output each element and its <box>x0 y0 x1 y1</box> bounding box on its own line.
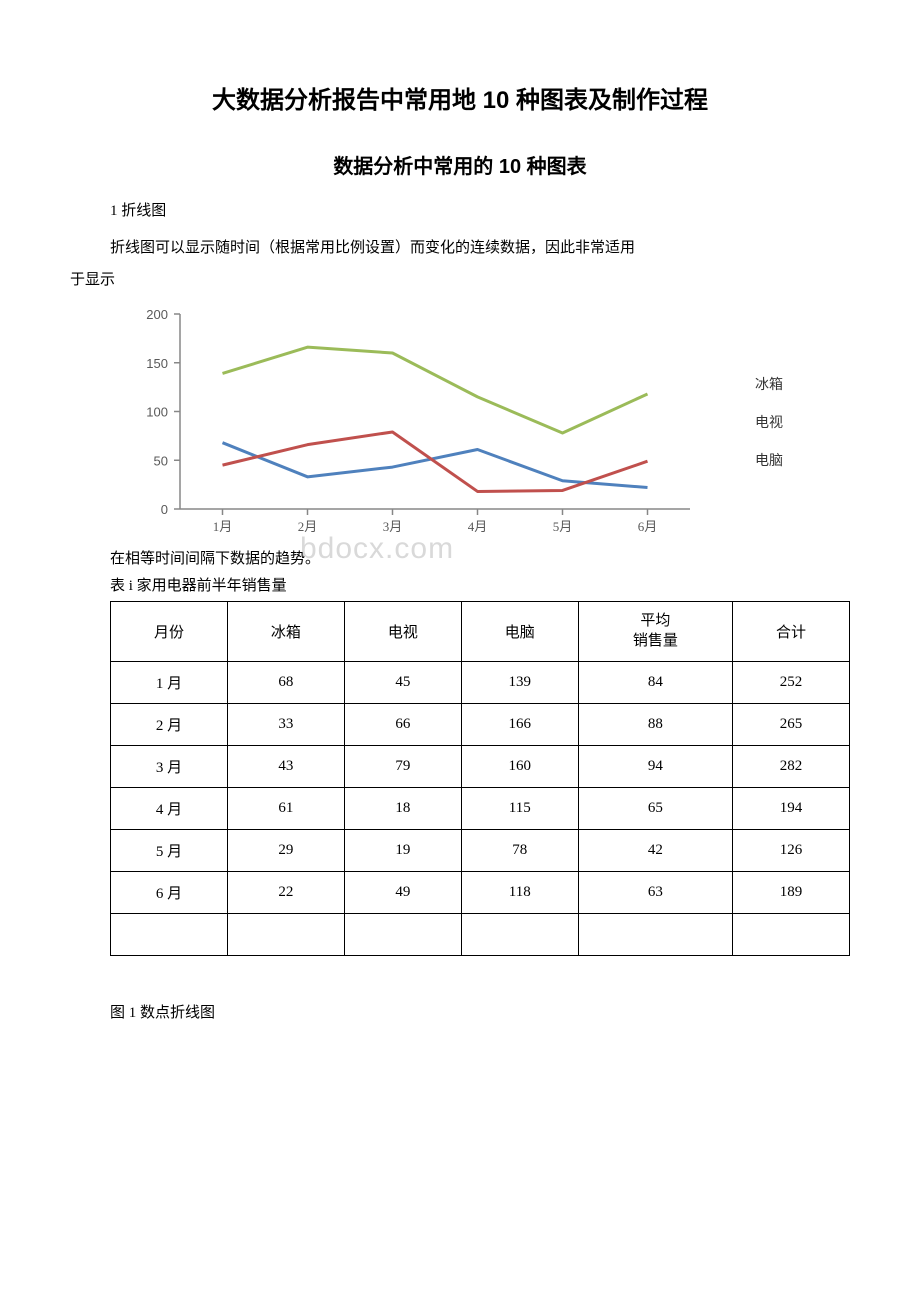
col-month: 月份 <box>111 602 228 662</box>
table-row <box>111 914 850 956</box>
col-tv: 电视 <box>344 602 461 662</box>
table-cell: 33 <box>227 704 344 746</box>
table-cell: 265 <box>733 704 850 746</box>
sub-title: 数据分析中常用的 10 种图表 <box>70 150 850 179</box>
svg-text:150: 150 <box>146 356 168 371</box>
table-cell: 1 月 <box>111 662 228 704</box>
col-avg: 平均销售量 <box>578 602 732 662</box>
col-fridge: 冰箱 <box>227 602 344 662</box>
table-caption: 表 i 家用电器前半年销售量 <box>70 574 850 595</box>
table-cell: 252 <box>733 662 850 704</box>
main-title: 大数据分析报告中常用地 10 种图表及制作过程 <box>70 80 850 115</box>
table-cell <box>461 914 578 956</box>
trend-caption: 在相等时间间隔下数据的趋势。 <box>70 547 850 568</box>
svg-text:200: 200 <box>146 307 168 322</box>
svg-text:4月: 4月 <box>468 519 488 534</box>
table-cell: 189 <box>733 872 850 914</box>
table-row: 5 月29197842126 <box>111 830 850 872</box>
svg-text:2月: 2月 <box>298 519 318 534</box>
legend-item-2: 电视 <box>755 412 783 432</box>
table-cell: 22 <box>227 872 344 914</box>
table-row: 3 月437916094282 <box>111 746 850 788</box>
table-cell: 65 <box>578 788 732 830</box>
table-cell: 5 月 <box>111 830 228 872</box>
table-cell: 19 <box>344 830 461 872</box>
table-cell: 88 <box>578 704 732 746</box>
table-row: 1 月684513984252 <box>111 662 850 704</box>
table-cell: 49 <box>344 872 461 914</box>
table-cell <box>111 914 228 956</box>
figure-caption: 图 1 数点折线图 <box>70 1001 850 1022</box>
table-cell: 282 <box>733 746 850 788</box>
table-cell: 43 <box>227 746 344 788</box>
table-header-row: 月份 冰箱 电视 电脑 平均销售量 合计 <box>111 602 850 662</box>
table-cell: 66 <box>344 704 461 746</box>
svg-text:0: 0 <box>161 502 168 517</box>
table-cell: 4 月 <box>111 788 228 830</box>
table-cell: 45 <box>344 662 461 704</box>
table-cell: 115 <box>461 788 578 830</box>
table-cell: 139 <box>461 662 578 704</box>
table-row: 6 月224911863189 <box>111 872 850 914</box>
table-cell: 68 <box>227 662 344 704</box>
table-cell: 61 <box>227 788 344 830</box>
svg-text:3月: 3月 <box>383 519 403 534</box>
table-cell <box>344 914 461 956</box>
table-row: 4 月611811565194 <box>111 788 850 830</box>
table-body: 1 月6845139842522 月3366166882653 月4379160… <box>111 662 850 956</box>
svg-text:50: 50 <box>154 453 168 468</box>
line-chart-area: 0 50 100 150 200 1月 2月 3月 4月 5月 6月 冰箱 电视 电脑 <box>70 304 850 539</box>
line-chart: 0 50 100 150 200 1月 2月 3月 4月 5月 6月 <box>110 304 700 539</box>
table-cell: 29 <box>227 830 344 872</box>
section-heading: 1 折线图 <box>70 199 850 220</box>
table-cell: 6 月 <box>111 872 228 914</box>
data-table: 月份 冰箱 电视 电脑 平均销售量 合计 1 月6845139842522 月3… <box>110 601 850 956</box>
svg-text:100: 100 <box>146 405 168 420</box>
table-cell: 126 <box>733 830 850 872</box>
chart-legend: 冰箱 电视 电脑 <box>755 374 783 470</box>
table-cell: 194 <box>733 788 850 830</box>
table-cell: 79 <box>344 746 461 788</box>
table-cell <box>578 914 732 956</box>
legend-item-3: 电脑 <box>755 450 783 470</box>
table-cell: 63 <box>578 872 732 914</box>
col-total: 合计 <box>733 602 850 662</box>
table-cell: 166 <box>461 704 578 746</box>
legend-item-1: 冰箱 <box>755 374 783 394</box>
table-cell: 18 <box>344 788 461 830</box>
svg-text:1月: 1月 <box>213 519 233 534</box>
table-cell: 118 <box>461 872 578 914</box>
paragraph-line-2: 于显示 <box>70 267 850 294</box>
paragraph-line-1: 折线图可以显示随时间（根据常用比例设置）而变化的连续数据，因此非常适用 <box>70 235 850 262</box>
svg-text:6月: 6月 <box>638 519 658 534</box>
table-cell: 3 月 <box>111 746 228 788</box>
table-cell: 160 <box>461 746 578 788</box>
svg-text:5月: 5月 <box>553 519 573 534</box>
table-cell: 42 <box>578 830 732 872</box>
line-chart-svg: 0 50 100 150 200 1月 2月 3月 4月 5月 6月 <box>110 304 700 539</box>
table-cell: 84 <box>578 662 732 704</box>
table-cell: 78 <box>461 830 578 872</box>
col-computer: 电脑 <box>461 602 578 662</box>
table-cell <box>733 914 850 956</box>
table-cell <box>227 914 344 956</box>
table-cell: 2 月 <box>111 704 228 746</box>
table-cell: 94 <box>578 746 732 788</box>
table-row: 2 月336616688265 <box>111 704 850 746</box>
